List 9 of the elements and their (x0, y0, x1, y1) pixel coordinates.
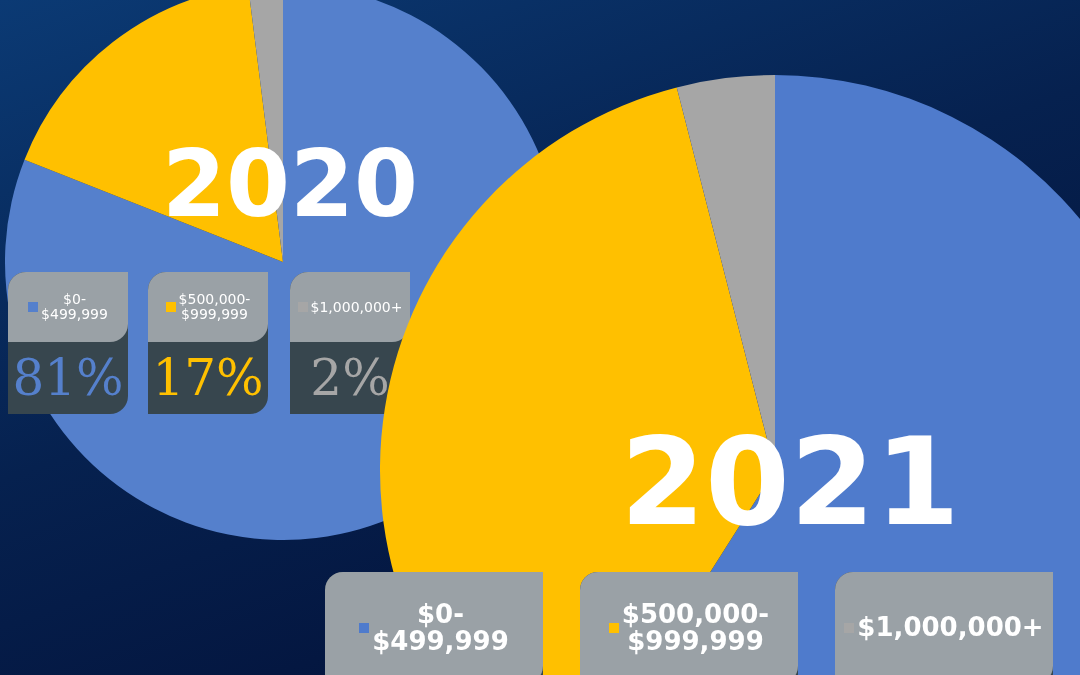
legend-label: $0- $499,999 (41, 291, 108, 322)
data-label: 81% (11, 348, 125, 409)
legend-label: $500,000- $999,999 (621, 598, 770, 656)
legend-label: $1,000,000+ (310, 298, 403, 315)
legend-label: $500,000- $999,999 (178, 291, 251, 322)
data-label: 2% (309, 348, 391, 409)
data-label: 17% (151, 348, 265, 409)
legend-label: $0- $499,999 (372, 598, 509, 656)
legend-label: $1,000,000+ (857, 612, 1044, 643)
